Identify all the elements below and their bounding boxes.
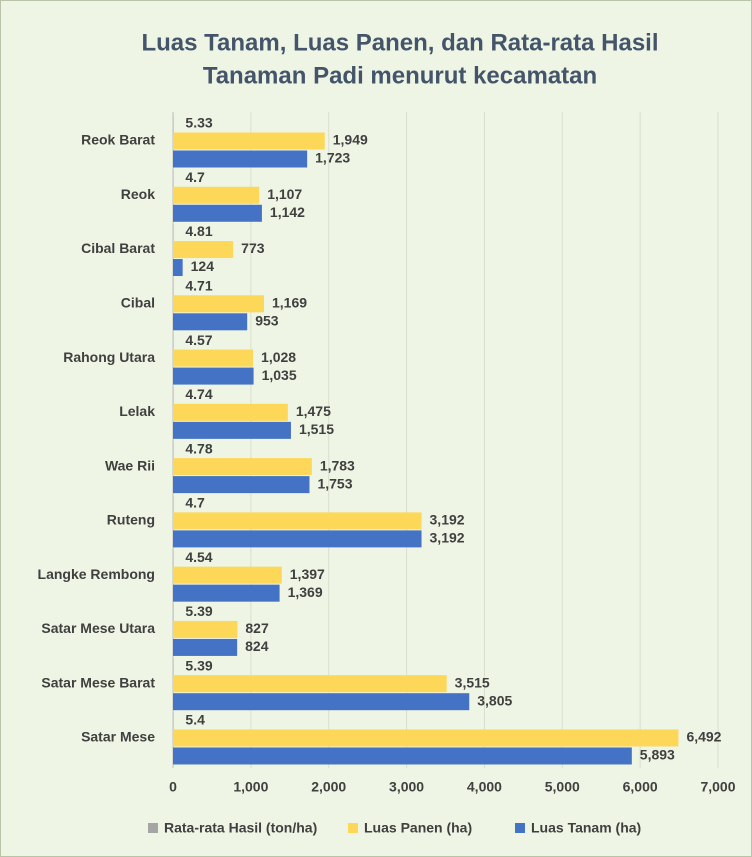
value-label: 1,369 xyxy=(288,584,323,600)
value-label: 3,805 xyxy=(477,692,512,708)
legend-swatch xyxy=(148,823,158,833)
value-label: 1,035 xyxy=(262,367,297,383)
value-label: 4.7 xyxy=(185,495,205,511)
value-label: 1,783 xyxy=(320,457,355,473)
value-label: 1,397 xyxy=(290,566,325,582)
bar xyxy=(173,693,470,711)
value-label: 124 xyxy=(191,258,215,274)
bar xyxy=(173,421,291,439)
value-label: 4.81 xyxy=(185,223,212,239)
bar xyxy=(173,675,447,693)
bar xyxy=(173,349,254,367)
value-label: 4.54 xyxy=(185,549,212,565)
x-tick-label: 6,000 xyxy=(623,779,658,795)
y-tick-label: Wae Rii xyxy=(105,457,155,473)
value-label: 5.33 xyxy=(185,115,212,131)
y-tick-label: Cibal xyxy=(121,295,155,311)
value-label: 3,515 xyxy=(455,674,490,690)
value-label: 1,107 xyxy=(267,186,302,202)
value-label: 4.74 xyxy=(185,386,212,402)
x-tick-label: 2,000 xyxy=(311,779,346,795)
y-tick-label: Satar Mese xyxy=(81,729,155,745)
legend-swatch xyxy=(348,823,358,833)
y-tick-label: Rahong Utara xyxy=(63,349,155,365)
y-tick-label: Ruteng xyxy=(107,512,155,528)
bar xyxy=(173,186,260,204)
value-label: 4.71 xyxy=(185,278,212,294)
x-tick-label: 3,000 xyxy=(389,779,424,795)
value-label: 827 xyxy=(245,620,269,636)
bar xyxy=(173,313,248,331)
bar xyxy=(173,150,308,168)
legend-label: Luas Panen (ha) xyxy=(364,820,472,836)
bar xyxy=(173,458,312,476)
value-label: 3,192 xyxy=(430,530,465,546)
y-tick-label: Satar Mese Barat xyxy=(41,674,155,690)
x-tick-label: 0 xyxy=(169,779,177,795)
value-label: 1,515 xyxy=(299,421,334,437)
value-label: 4.7 xyxy=(185,169,205,185)
bar xyxy=(173,132,325,150)
value-label: 773 xyxy=(241,240,265,256)
value-label: 5,893 xyxy=(640,747,675,763)
legend-label: Luas Tanam (ha) xyxy=(531,820,641,836)
bar xyxy=(173,403,288,421)
bar xyxy=(173,367,254,385)
y-tick-label: Langke Rembong xyxy=(38,566,155,582)
x-tick-label: 5,000 xyxy=(545,779,580,795)
bar xyxy=(173,259,183,277)
value-label: 1,169 xyxy=(272,295,307,311)
bar xyxy=(173,620,238,638)
value-label: 1,949 xyxy=(333,132,368,148)
value-label: 4.57 xyxy=(185,332,212,348)
value-label: 4.78 xyxy=(185,440,212,456)
bar xyxy=(173,584,280,602)
y-tick-label: Satar Mese Utara xyxy=(41,620,155,636)
value-label: 5.39 xyxy=(185,603,212,619)
value-label: 1,753 xyxy=(317,475,352,491)
value-label: 6,492 xyxy=(686,729,721,745)
x-tick-label: 7,000 xyxy=(700,779,735,795)
legend-swatch xyxy=(515,823,525,833)
value-label: 1,723 xyxy=(315,150,350,166)
bar xyxy=(173,566,282,584)
bar xyxy=(173,476,310,494)
value-label: 5.39 xyxy=(185,657,212,673)
y-tick-label: Cibal Barat xyxy=(81,240,155,256)
bar xyxy=(173,241,234,259)
x-tick-label: 4,000 xyxy=(467,779,502,795)
bar xyxy=(173,747,632,765)
bar xyxy=(173,729,679,747)
value-label: 1,142 xyxy=(270,204,305,220)
bar xyxy=(173,204,262,222)
chart-title: Luas Tanam, Luas Panen, dan Rata-rata Ha… xyxy=(141,29,658,56)
value-label: 824 xyxy=(245,638,269,654)
x-tick-label: 1,000 xyxy=(233,779,268,795)
legend-label: Rata-rata Hasil (ton/ha) xyxy=(164,820,317,836)
bar xyxy=(173,530,422,548)
y-tick-label: Reok Barat xyxy=(81,132,155,148)
y-tick-label: Lelak xyxy=(119,403,155,419)
bar xyxy=(173,512,422,530)
value-label: 5.4 xyxy=(185,712,205,728)
value-label: 3,192 xyxy=(430,512,465,528)
y-tick-label: Reok xyxy=(121,186,155,202)
value-label: 1,028 xyxy=(261,349,296,365)
value-label: 1,475 xyxy=(296,403,331,419)
value-label: 953 xyxy=(255,313,279,329)
chart-title: Tanaman Padi menurut kecamatan xyxy=(203,62,597,89)
bar xyxy=(173,295,265,313)
bar xyxy=(173,638,238,656)
